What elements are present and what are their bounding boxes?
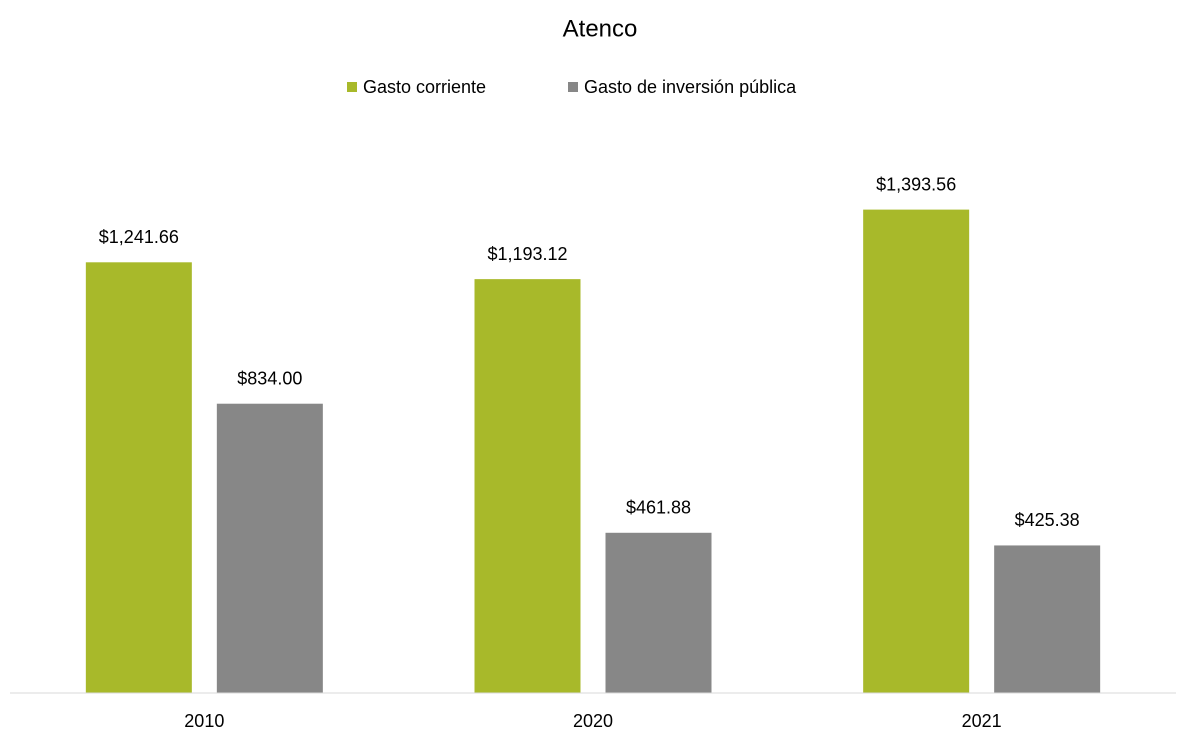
bar bbox=[994, 545, 1101, 693]
x-tick-label: 2021 bbox=[962, 711, 1002, 731]
data-label: $834.00 bbox=[237, 368, 302, 388]
bar bbox=[85, 262, 192, 693]
data-label: $425.38 bbox=[1015, 510, 1080, 530]
x-tick-label: 2010 bbox=[184, 711, 224, 731]
legend-swatch bbox=[568, 82, 578, 92]
legend-label: Gasto de inversión pública bbox=[584, 77, 797, 97]
bar bbox=[474, 279, 581, 693]
legend-label: Gasto corriente bbox=[363, 77, 486, 97]
data-label: $1,193.12 bbox=[487, 244, 567, 264]
chart-title: Atenco bbox=[563, 15, 638, 42]
data-label: $461.88 bbox=[626, 498, 691, 518]
x-tick-label: 2020 bbox=[573, 711, 613, 731]
legend-swatch bbox=[347, 82, 357, 92]
data-label: $1,241.66 bbox=[99, 227, 179, 247]
bar bbox=[216, 403, 323, 693]
bar bbox=[605, 532, 712, 693]
bar bbox=[863, 209, 970, 693]
data-label: $1,393.56 bbox=[876, 174, 956, 194]
